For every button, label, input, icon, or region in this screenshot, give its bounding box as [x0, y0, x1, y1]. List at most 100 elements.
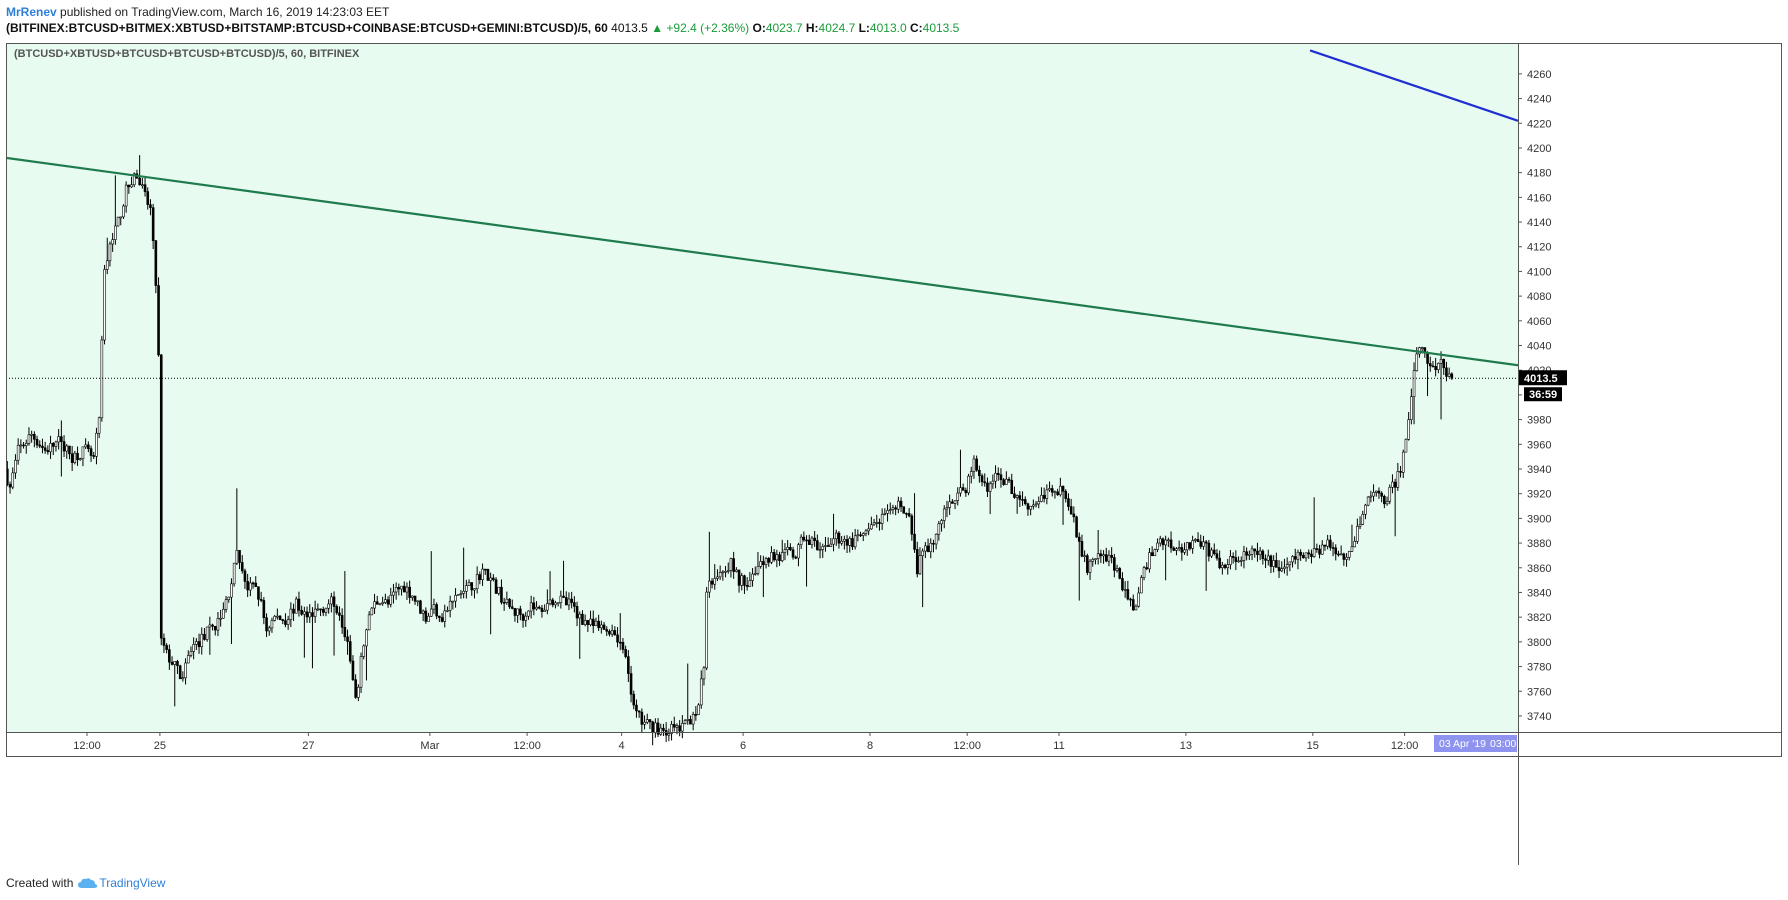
candle — [1215, 549, 1219, 561]
candle-body — [54, 441, 58, 447]
candle — [1315, 543, 1319, 553]
candle-body — [1042, 494, 1046, 499]
candle — [959, 449, 962, 497]
candle-body — [1026, 503, 1030, 510]
candle — [697, 703, 700, 716]
candle-body — [465, 585, 468, 592]
candle-body — [1158, 538, 1162, 544]
candle — [95, 427, 98, 465]
candle-body — [1447, 373, 1451, 377]
trendline-blue[interactable] — [1309, 49, 1519, 122]
candle-body — [1102, 554, 1105, 557]
candle — [505, 591, 509, 605]
y-tick-label: 4160 — [1527, 192, 1551, 204]
candle — [640, 708, 644, 733]
candle-body — [594, 620, 598, 626]
close-label: C: — [909, 21, 923, 35]
candle — [805, 535, 808, 587]
footer: Created with TradingView — [6, 876, 165, 890]
candle-body — [392, 591, 395, 596]
candle — [278, 615, 282, 621]
candle — [570, 591, 573, 609]
chart-area[interactable]: (BTCUSD+XBTUSD+BTCUSD+BTCUSD+BTCUSD)/5, … — [6, 43, 1782, 865]
candle — [567, 592, 571, 611]
candle — [119, 216, 123, 226]
candle — [1083, 550, 1086, 563]
candle — [961, 483, 965, 491]
candle-body — [1212, 549, 1216, 554]
candle — [1021, 491, 1024, 506]
candle-body — [402, 585, 406, 593]
candle — [173, 661, 177, 707]
x-tick-label: 4 — [619, 740, 625, 752]
candle — [483, 568, 487, 575]
y-tick-label: 4260 — [1527, 69, 1551, 81]
trendline-green[interactable] — [6, 156, 1519, 367]
candle — [235, 488, 239, 565]
candle — [273, 614, 276, 622]
candle — [332, 591, 336, 656]
candle-body — [651, 721, 654, 733]
candle — [1288, 561, 1292, 572]
candle-body — [751, 573, 754, 581]
candle — [853, 528, 857, 550]
low-value: 4013.0 — [869, 21, 907, 35]
candle — [100, 335, 104, 422]
tradingview-brand-link[interactable]: TradingView — [77, 876, 165, 890]
candle-body — [915, 549, 919, 575]
candle-body — [492, 577, 495, 580]
candle — [1091, 557, 1095, 567]
candle — [467, 579, 471, 586]
candle — [980, 473, 984, 487]
candle-body — [1364, 504, 1367, 515]
candle-body — [1399, 471, 1402, 473]
candle-body — [1110, 554, 1113, 558]
candle-body — [1034, 503, 1038, 506]
price-chart[interactable]: (BTCUSD+XBTUSD+BTCUSD+BTCUSD+BTCUSD)/5, … — [6, 43, 1782, 865]
candle — [1350, 524, 1354, 553]
candle-body — [1218, 557, 1221, 569]
candle-body — [902, 506, 906, 514]
candle — [408, 580, 411, 604]
candle-body — [578, 613, 582, 619]
candle — [1202, 535, 1205, 550]
candle-body — [654, 722, 657, 733]
candle-body — [921, 550, 924, 556]
candle — [632, 690, 636, 710]
candle-body — [470, 582, 474, 591]
candle — [456, 594, 460, 596]
candle — [546, 589, 549, 615]
candle — [1342, 552, 1346, 566]
candle — [57, 428, 60, 450]
candle-body — [1194, 539, 1197, 541]
candle-body — [934, 533, 938, 545]
candle — [1053, 490, 1057, 499]
candle — [143, 177, 147, 197]
candle — [1061, 485, 1065, 525]
candle-body — [843, 539, 846, 542]
candle-body — [764, 558, 768, 566]
candle-body — [794, 556, 798, 559]
candle — [967, 473, 970, 496]
candle — [556, 602, 560, 607]
candle-body — [527, 610, 530, 617]
candle — [864, 528, 868, 537]
candle-body — [367, 614, 371, 631]
candle — [1069, 498, 1073, 515]
candle — [421, 609, 425, 622]
candle — [281, 618, 285, 625]
candle — [537, 605, 541, 610]
candle — [778, 551, 781, 566]
candle-body — [203, 633, 206, 640]
candle-body — [629, 673, 633, 695]
candle — [1356, 518, 1359, 544]
candle-body — [894, 507, 897, 510]
author-link[interactable]: MrRenev — [6, 5, 57, 19]
tradingview-brand-text: TradingView — [99, 876, 166, 890]
candle — [246, 573, 249, 598]
candle-body — [232, 562, 236, 585]
candle — [30, 430, 33, 443]
candle — [1239, 556, 1243, 567]
candle-body — [1434, 366, 1437, 370]
candle-body — [500, 586, 503, 603]
